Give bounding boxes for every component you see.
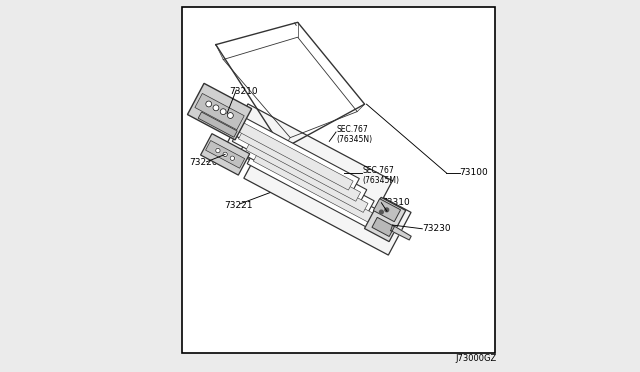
Text: J73000GZ: J73000GZ [456,354,497,363]
Polygon shape [200,134,250,175]
Text: 73221: 73221 [224,201,253,210]
Circle shape [213,105,219,111]
Polygon shape [225,104,392,224]
Polygon shape [244,135,411,255]
Polygon shape [198,112,237,137]
Circle shape [385,208,388,212]
Text: SEC.767
(76345M): SEC.767 (76345M) [363,166,400,185]
Circle shape [230,156,235,160]
Circle shape [227,112,234,118]
Polygon shape [195,93,244,130]
Bar [182,7,495,353]
Circle shape [380,210,383,214]
Circle shape [223,152,227,157]
Text: 73230: 73230 [422,224,451,233]
Polygon shape [239,130,360,201]
Polygon shape [365,197,406,242]
Polygon shape [232,124,367,208]
Polygon shape [205,141,244,168]
Polygon shape [188,83,252,140]
Text: 73210: 73210 [229,87,257,96]
Circle shape [216,148,220,153]
Circle shape [220,109,226,115]
Polygon shape [240,135,374,219]
Polygon shape [247,146,381,230]
Polygon shape [246,141,368,212]
Polygon shape [231,119,353,190]
Polygon shape [373,199,401,222]
Text: 73100: 73100 [460,169,488,177]
Polygon shape [225,112,359,196]
Polygon shape [390,225,411,240]
Text: 73310: 73310 [381,198,410,207]
Polygon shape [216,22,365,149]
Polygon shape [253,152,376,224]
Polygon shape [372,217,394,237]
Text: 73220: 73220 [189,158,218,167]
Text: SEC.767
(76345N): SEC.767 (76345N) [337,125,373,144]
Circle shape [205,101,212,107]
